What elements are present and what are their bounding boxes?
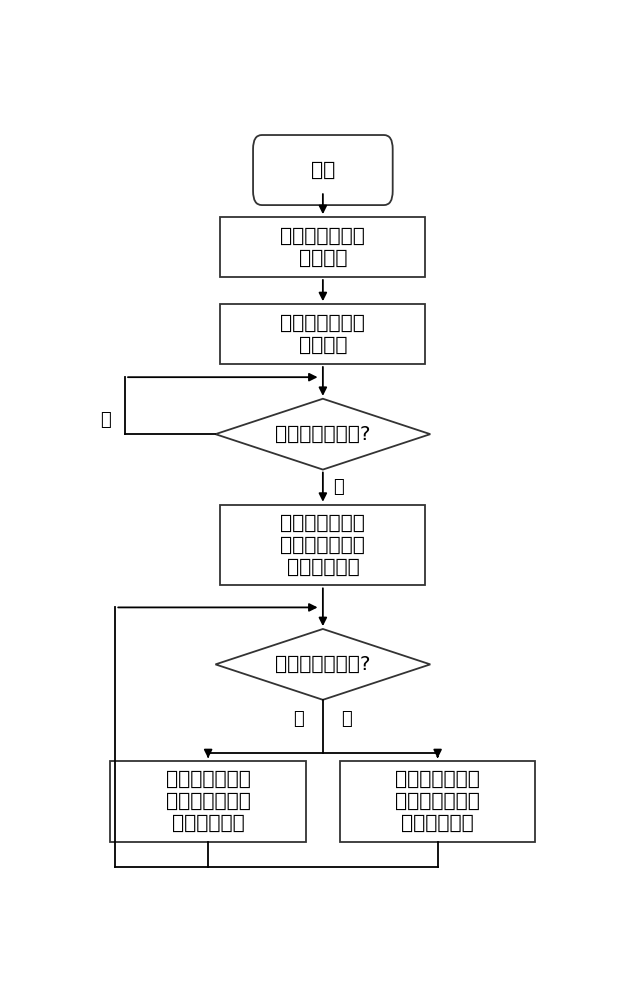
- Text: 是: 是: [294, 710, 304, 728]
- Polygon shape: [215, 629, 430, 700]
- Text: 开关电路中的固
态继电器断开切
换到孤岛模式: 开关电路中的固 态继电器断开切 换到孤岛模式: [395, 770, 480, 833]
- Bar: [220, 304, 425, 364]
- Text: 定义并初始化各
控制参数: 定义并初始化各 控制参数: [280, 227, 365, 268]
- Text: 否: 否: [100, 411, 111, 429]
- Bar: [220, 217, 425, 277]
- Text: 初始状态设定为
孤岛模式: 初始状态设定为 孤岛模式: [280, 314, 365, 355]
- Polygon shape: [215, 399, 430, 470]
- Text: 开始: 开始: [311, 161, 335, 180]
- Text: 外电网是否正常?: 外电网是否正常?: [275, 425, 370, 444]
- Text: 外电网是否正常?: 外电网是否正常?: [275, 655, 370, 674]
- Text: 开关电路中的固
态继电器吸合切
换到并网模式: 开关电路中的固 态继电器吸合切 换到并网模式: [166, 770, 251, 833]
- Bar: [110, 761, 306, 842]
- FancyBboxPatch shape: [253, 135, 392, 205]
- Text: 开关电路中的固
态继电器吸合切
换到并网模式: 开关电路中的固 态继电器吸合切 换到并网模式: [280, 514, 365, 577]
- Text: 否: 否: [341, 710, 352, 728]
- Text: 是: 是: [333, 478, 344, 496]
- Bar: [340, 761, 536, 842]
- Bar: [220, 505, 425, 585]
